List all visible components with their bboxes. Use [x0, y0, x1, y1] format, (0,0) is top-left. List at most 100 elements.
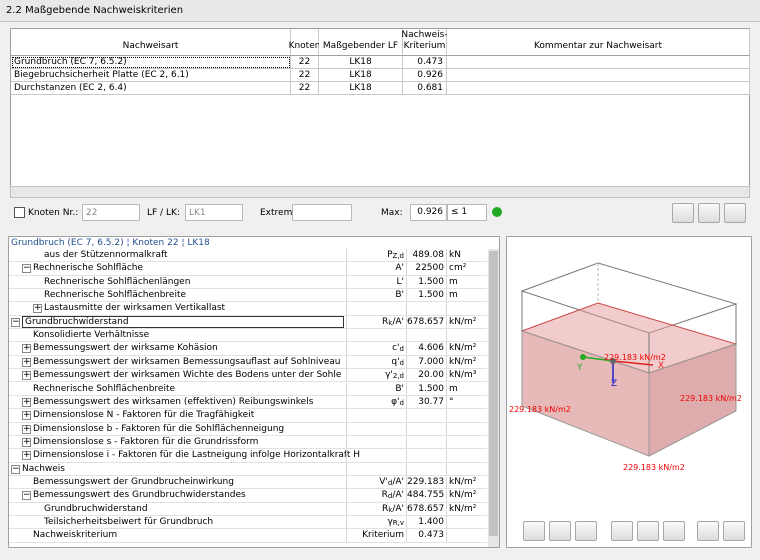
tree-row[interactable]: − Grundbruchwiderstand Rk/A' 678.657 kN/m² [9, 315, 487, 330]
tree-row[interactable]: + Dimensionslose b - Faktoren für die Soh… [9, 422, 487, 436]
column-header[interactable]: Kommentar zur Nachweisart [447, 29, 750, 56]
view-button[interactable] [549, 521, 571, 541]
view-button[interactable] [523, 521, 545, 541]
toolbar-button[interactable] [698, 203, 720, 223]
unit: kN/m² [449, 356, 477, 367]
tree-row[interactable]: Rechnerische Sohlflächenbreite B' 1.500 m [9, 382, 487, 396]
sep [346, 302, 347, 315]
combobox[interactable]: LK1 [185, 204, 243, 221]
tree-row[interactable]: + Dimensionslose s - Faktoren für die Gru… [9, 435, 487, 450]
sep [446, 475, 447, 489]
tree-row[interactable]: Rechnerische Sohlflächenbreite B' 1.500 m [9, 289, 487, 303]
view-button[interactable] [611, 521, 633, 541]
expander[interactable]: + [22, 356, 31, 367]
comment-cell[interactable] [447, 82, 750, 95]
table-cell[interactable]: 0.473 [403, 56, 447, 69]
sep [346, 369, 347, 382]
tree-row[interactable]: + Dimensionslose i - Faktoren für die Las… [9, 449, 487, 463]
expander[interactable]: + [22, 423, 31, 434]
table-cell[interactable]: 0.681 [403, 82, 447, 95]
expander[interactable]: − [11, 463, 20, 474]
column-header[interactable]: Knoten [289, 29, 320, 56]
sep [346, 462, 347, 475]
sep [446, 249, 447, 262]
tree-row[interactable]: Konsolidierte Verhältnisse [9, 329, 487, 343]
symbol-post: /A' [392, 503, 404, 514]
column-header[interactable]: Nachweisart [11, 29, 291, 56]
tree-row[interactable]: Grundbruchwiderstand Rk/A' 678.657 kN/m² [9, 502, 487, 516]
sep [446, 289, 447, 302]
symbol-main: q' [391, 356, 400, 367]
symbol-sub: Z,d [392, 252, 404, 260]
sep [446, 342, 447, 355]
tree-row[interactable]: + Bemessungswert der wirksamen Wichte des… [9, 369, 487, 383]
tree-row[interactable]: Nachweiskriterium Kriterium 0.473 [9, 529, 487, 543]
table-cell[interactable]: 22 [291, 82, 319, 95]
tree-row[interactable]: Rechnerische Sohlflächenlängen L' 1.500 m [9, 275, 487, 290]
expander[interactable]: + [33, 303, 42, 314]
expander[interactable]: + [22, 410, 31, 421]
table-cell[interactable]: LK18 [319, 56, 403, 69]
table-cell[interactable]: Durchstanzen (EC 2, 6.4) [11, 82, 291, 95]
view-button[interactable] [697, 521, 719, 541]
details-title: Grundbruch (EC 7, 6.5.2) ¦ Knoten 22 ¦ L… [11, 238, 210, 248]
expander[interactable]: + [22, 396, 31, 407]
expander[interactable]: − [22, 263, 31, 274]
symbol-sub: k [388, 318, 393, 327]
table-cell[interactable]: 22 [291, 56, 319, 69]
table-cell[interactable]: 22 [291, 69, 319, 82]
table-cell[interactable]: Biegebruchsicherheit Platte (EC 2, 6.1) [11, 69, 291, 82]
table-cell[interactable]: 0.926 [403, 69, 447, 82]
column-header[interactable]: Nachweis-Kriterium [401, 29, 448, 56]
combobox[interactable] [292, 204, 352, 221]
table-cell[interactable]: LK18 [319, 82, 403, 95]
sep [446, 315, 447, 329]
scroll-thumb[interactable] [489, 251, 498, 536]
toolbar-button[interactable] [724, 203, 746, 223]
tree-row[interactable]: − Rechnerische Sohlfläche A' 22500 cm² [9, 262, 487, 276]
axis-y [582, 356, 614, 362]
symbol-main: R [381, 490, 388, 501]
toolbar-button[interactable] [672, 203, 694, 223]
sep [406, 435, 407, 449]
expander[interactable]: − [11, 316, 20, 327]
expander[interactable]: + [22, 370, 31, 381]
combobox[interactable]: 22 [82, 204, 140, 221]
symbol: γR,v [347, 517, 404, 527]
view-button[interactable] [575, 521, 597, 541]
tree-row[interactable]: − Bemessungswert des Grundbruchwiderstand… [9, 489, 487, 503]
comment-cell[interactable] [447, 69, 750, 82]
sep [446, 395, 447, 409]
checkbox[interactable] [14, 207, 25, 218]
origin [610, 358, 616, 364]
symbol: B' [347, 290, 404, 300]
tree-row[interactable]: + Bemessungswert der wirksamen Bemessungs… [9, 355, 487, 370]
sep [446, 262, 447, 275]
tree-row[interactable]: + Bemessungswert des wirksamen (effektive… [9, 395, 487, 410]
view-button[interactable] [723, 521, 745, 541]
tree-row[interactable]: Teilsicherheitsbeiwert für Grundbruch γR,… [9, 516, 487, 530]
table-cell[interactable]: Grundbruch (EC 7, 6.5.2) [11, 56, 291, 69]
expander[interactable]: + [22, 450, 31, 461]
tree-row[interactable]: aus der Stützennormalkraft PZ,d 489.08 kN [9, 249, 487, 263]
table-cell[interactable]: LK18 [319, 69, 403, 82]
sep [446, 449, 447, 462]
view-button[interactable] [663, 521, 685, 541]
tree-row[interactable]: + Bemessungswert der wirksame Kohäsion c'd… [9, 342, 487, 356]
expander[interactable]: − [22, 490, 31, 501]
comment-cell[interactable] [447, 56, 750, 69]
tree-row[interactable]: + Dimensionslose N - Faktoren für die Tra… [9, 409, 487, 423]
symbol-sub: 2,d [392, 372, 404, 381]
tree-row[interactable]: + Lastausmitte der wirksamen Vertikallast [9, 302, 487, 316]
axis-label: X [658, 361, 665, 371]
sep [346, 315, 347, 329]
label: Extrem: [260, 208, 296, 218]
row-label: Bemessungswert der Grundbrucheinwirkung [33, 476, 234, 487]
view-button[interactable] [637, 521, 659, 541]
row-label: Bemessungswert des Grundbruchwiderstande… [33, 490, 246, 501]
column-header[interactable]: Maßgebender LF [319, 29, 403, 56]
expander[interactable]: + [22, 436, 31, 447]
tree-row[interactable]: Bemessungswert der Grundbrucheinwirkung V… [9, 475, 487, 490]
expander[interactable]: + [22, 343, 31, 354]
tree-row[interactable]: − Nachweis [9, 462, 487, 476]
